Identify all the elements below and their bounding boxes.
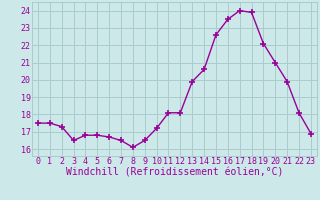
X-axis label: Windchill (Refroidissement éolien,°C): Windchill (Refroidissement éolien,°C) [66, 168, 283, 178]
